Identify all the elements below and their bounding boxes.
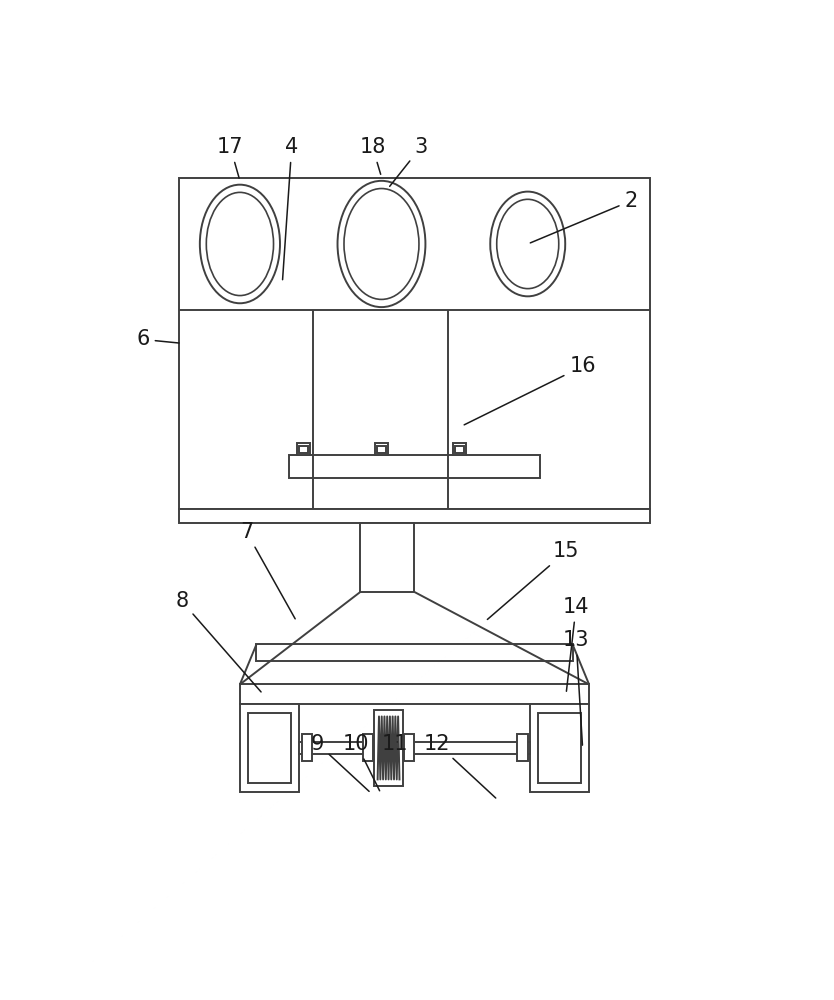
Text: 18: 18	[359, 137, 385, 174]
Text: 15: 15	[487, 541, 580, 619]
Bar	[240, 684, 589, 704]
Text: 8: 8	[175, 591, 261, 692]
Text: 13: 13	[563, 630, 590, 745]
Bar	[538, 713, 581, 783]
Ellipse shape	[497, 199, 559, 289]
Text: 3: 3	[389, 137, 428, 186]
Bar	[299, 446, 308, 453]
Text: 9: 9	[311, 734, 369, 791]
Bar	[375, 443, 388, 455]
Text: 12: 12	[424, 734, 495, 798]
Bar	[360, 523, 414, 592]
Ellipse shape	[200, 185, 280, 303]
Bar	[377, 446, 386, 453]
Bar	[240, 704, 299, 792]
Bar	[517, 734, 528, 761]
Ellipse shape	[206, 192, 274, 296]
Bar	[363, 734, 373, 761]
Ellipse shape	[490, 192, 565, 296]
Bar	[178, 178, 651, 509]
Text: 11: 11	[382, 734, 409, 754]
Bar	[289, 455, 540, 478]
Bar	[530, 704, 589, 792]
Bar	[178, 509, 651, 523]
Bar	[404, 734, 414, 761]
Bar	[256, 644, 573, 661]
Text: 7: 7	[240, 522, 295, 619]
Text: 4: 4	[283, 137, 299, 280]
Bar	[297, 443, 310, 455]
Text: 16: 16	[465, 356, 595, 425]
Text: 10: 10	[343, 734, 379, 791]
Text: 6: 6	[136, 329, 179, 349]
Text: 14: 14	[563, 597, 590, 691]
Text: 17: 17	[217, 137, 244, 178]
Ellipse shape	[344, 189, 419, 299]
Ellipse shape	[338, 181, 425, 307]
Bar	[455, 446, 464, 453]
Bar	[453, 443, 465, 455]
Bar	[299, 742, 530, 754]
Text: 2: 2	[530, 191, 638, 243]
Bar	[302, 734, 313, 761]
Bar	[248, 713, 291, 783]
Bar	[374, 710, 403, 786]
